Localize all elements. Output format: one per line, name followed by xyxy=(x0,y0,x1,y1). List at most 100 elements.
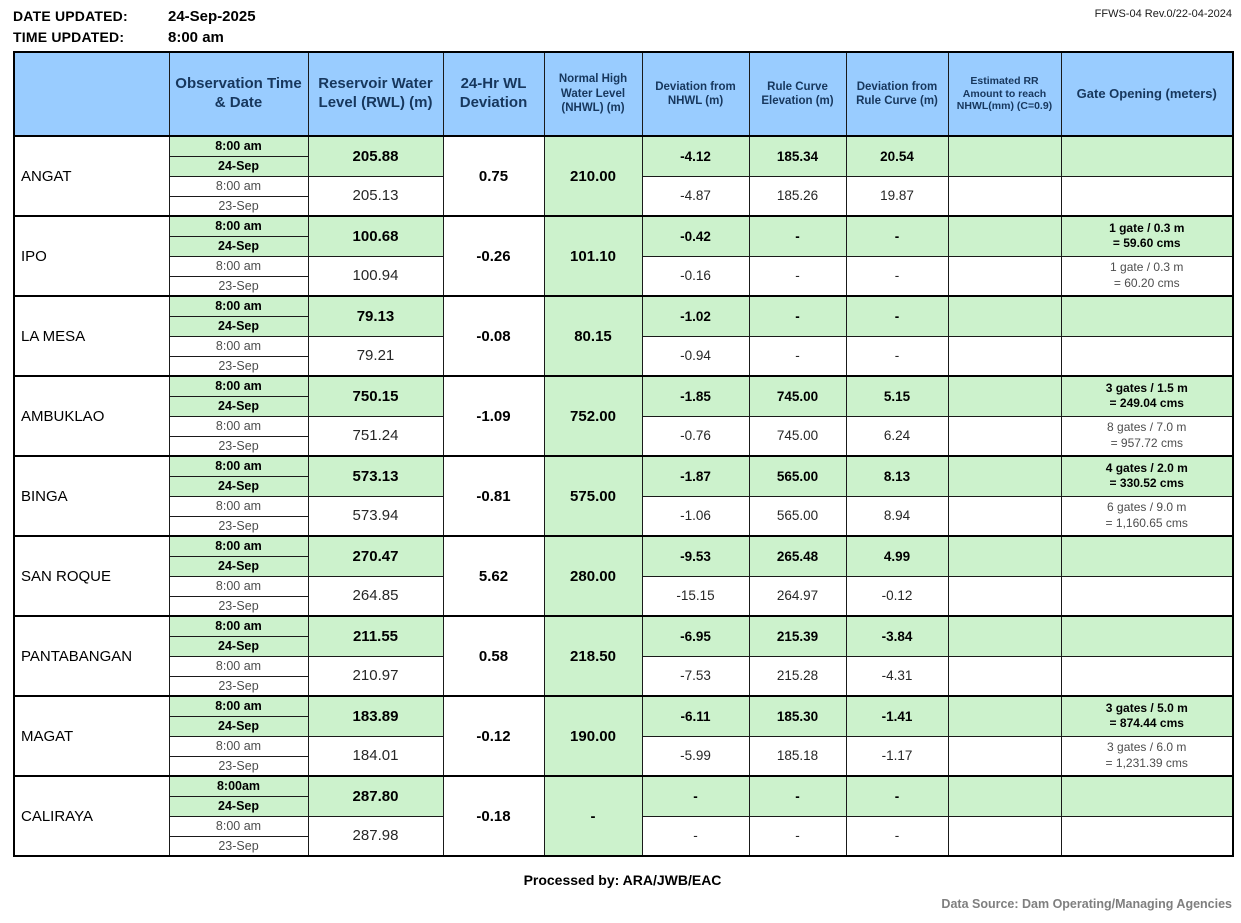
wl-deviation-24hr: 0.58 xyxy=(442,615,545,697)
rwl-current: 573.13 xyxy=(307,455,444,497)
obs-date-previous: 23-Sep xyxy=(168,835,309,857)
nhwl-value: 210.00 xyxy=(543,135,643,217)
rwl-previous: 573.94 xyxy=(307,495,444,537)
rule-curve-previous: 215.28 xyxy=(748,655,847,697)
date-updated-row: DATE UPDATED: 24-Sep-2025 xyxy=(13,6,1232,27)
rule-curve-current: 265.48 xyxy=(748,535,847,577)
dev-rule-curve-previous: - xyxy=(845,815,949,857)
dam-name: AMBUKLAO xyxy=(13,375,170,457)
est-rr-current xyxy=(947,295,1062,337)
processed-by: Processed by: ARA/JWB/EAC xyxy=(523,872,722,888)
obs-time-previous: 8:00 am xyxy=(168,495,309,517)
est-rr-previous xyxy=(947,415,1062,457)
gate-opening-current xyxy=(1060,135,1234,177)
dev-nhwl-previous: -4.87 xyxy=(641,175,750,217)
dev-nhwl-previous: -15.15 xyxy=(641,575,750,617)
est-rr-current xyxy=(947,695,1062,737)
obs-time-previous: 8:00 am xyxy=(168,655,309,677)
rule-curve-current: 185.34 xyxy=(748,135,847,177)
dev-rule-curve-current: - xyxy=(845,295,949,337)
obs-date-previous: 23-Sep xyxy=(168,675,309,697)
dev-nhwl-current: -0.42 xyxy=(641,215,750,257)
rwl-previous: 79.21 xyxy=(307,335,444,377)
obs-date-current: 24-Sep xyxy=(168,555,309,577)
obs-time-previous: 8:00 am xyxy=(168,255,309,277)
table-header: Observation Time & Date Reservoir Water … xyxy=(13,51,1234,137)
rwl-previous: 100.94 xyxy=(307,255,444,297)
est-rr-current xyxy=(947,135,1062,177)
dev-rule-curve-previous: -0.12 xyxy=(845,575,949,617)
date-updated-label: DATE UPDATED: xyxy=(13,8,128,24)
obs-date-previous: 23-Sep xyxy=(168,595,309,617)
rule-curve-current: 215.39 xyxy=(748,615,847,657)
dev-nhwl-previous: -0.94 xyxy=(641,335,750,377)
header-dam-name xyxy=(13,51,170,137)
dam-row-previous-date: 23-Sep xyxy=(14,755,1233,777)
rule-curve-previous: 264.97 xyxy=(748,575,847,617)
obs-date-current: 24-Sep xyxy=(168,235,309,257)
dev-rule-curve-previous: -4.31 xyxy=(845,655,949,697)
gate-opening-current xyxy=(1060,535,1234,577)
wl-deviation-24hr: -0.26 xyxy=(442,215,545,297)
wl-deviation-24hr: 5.62 xyxy=(442,535,545,617)
dam-row-previous-date: 23-Sep xyxy=(14,355,1233,377)
header-deviation-from-nhwl: Deviation from NHWL (m) xyxy=(641,51,750,137)
est-rr-current xyxy=(947,455,1062,497)
dam-row-current-time: SAN ROQUE 8:00 am 270.47 5.62 280.00 -9.… xyxy=(13,535,1234,617)
dev-rule-curve-current: -1.41 xyxy=(845,695,949,737)
obs-date-previous: 23-Sep xyxy=(168,275,309,297)
rule-curve-current: - xyxy=(748,775,847,817)
obs-time-previous: 8:00 am xyxy=(168,175,309,197)
dev-nhwl-previous: -1.06 xyxy=(641,495,750,537)
dev-nhwl-current: - xyxy=(641,775,750,817)
rwl-current: 183.89 xyxy=(307,695,444,737)
gate-opening-previous xyxy=(1060,175,1234,217)
dam-row-previous-date: 23-Sep xyxy=(14,835,1233,857)
rule-curve-previous: 565.00 xyxy=(748,495,847,537)
nhwl-value: 575.00 xyxy=(543,455,643,537)
nhwl-value: 752.00 xyxy=(543,375,643,457)
obs-date-current: 24-Sep xyxy=(168,395,309,417)
dam-row-current-date: 24-Sep xyxy=(14,475,1233,497)
header-rule-curve-elevation: Rule Curve Elevation (m) xyxy=(748,51,847,137)
rwl-current: 205.88 xyxy=(307,135,444,177)
gate-opening-previous: 8 gates / 7.0 m = 957.72 cms xyxy=(1060,415,1234,457)
rule-curve-current: 185.30 xyxy=(748,695,847,737)
obs-date-previous: 23-Sep xyxy=(168,435,309,457)
dam-row-current-time: BINGA 8:00 am 573.13 -0.81 575.00 -1.87 … xyxy=(13,455,1234,537)
dev-nhwl-previous: -7.53 xyxy=(641,655,750,697)
dam-row-current-time: ANGAT 8:00 am 205.88 0.75 210.00 -4.12 1… xyxy=(13,135,1234,217)
dev-nhwl-current: -6.11 xyxy=(641,695,750,737)
rule-curve-previous: 185.18 xyxy=(748,735,847,777)
est-rr-previous xyxy=(947,335,1062,377)
dam-name: BINGA xyxy=(13,455,170,537)
est-rr-previous xyxy=(947,575,1062,617)
obs-time-current: 8:00 am xyxy=(168,695,309,717)
dam-name: LA MESA xyxy=(13,295,170,377)
dev-rule-curve-previous: - xyxy=(845,335,949,377)
dam-row-previous-date: 23-Sep xyxy=(14,675,1233,697)
gate-opening-previous xyxy=(1060,575,1234,617)
nhwl-value: 190.00 xyxy=(543,695,643,777)
gate-opening-current xyxy=(1060,775,1234,817)
obs-date-previous: 23-Sep xyxy=(168,195,309,217)
obs-date-current: 24-Sep xyxy=(168,795,309,817)
form-reference-number: FFWS-04 Rev.0/22-04-2024 xyxy=(1094,8,1232,20)
obs-date-current: 24-Sep xyxy=(168,715,309,737)
dam-row-previous-date: 23-Sep xyxy=(14,435,1233,457)
header-deviation-from-rule-curve: Deviation from Rule Curve (m) xyxy=(845,51,949,137)
dev-nhwl-current: -9.53 xyxy=(641,535,750,577)
rule-curve-current: 745.00 xyxy=(748,375,847,417)
dam-row-previous-date: 23-Sep xyxy=(14,515,1233,537)
report-footer: Processed by: ARA/JWB/EAC Data Source: D… xyxy=(13,872,1232,911)
rule-curve-current: - xyxy=(748,295,847,337)
rwl-previous: 184.01 xyxy=(307,735,444,777)
header-gate-opening: Gate Opening (meters) xyxy=(1060,51,1234,137)
dam-table-body: ANGAT 8:00 am 205.88 0.75 210.00 -4.12 1… xyxy=(13,135,1234,857)
dam-row-previous-date: 23-Sep xyxy=(14,595,1233,617)
gate-opening-previous: 3 gates / 6.0 m = 1,231.39 cms xyxy=(1060,735,1234,777)
est-rr-previous xyxy=(947,655,1062,697)
obs-time-previous: 8:00 am xyxy=(168,335,309,357)
gate-opening-previous xyxy=(1060,815,1234,857)
rwl-previous: 205.13 xyxy=(307,175,444,217)
